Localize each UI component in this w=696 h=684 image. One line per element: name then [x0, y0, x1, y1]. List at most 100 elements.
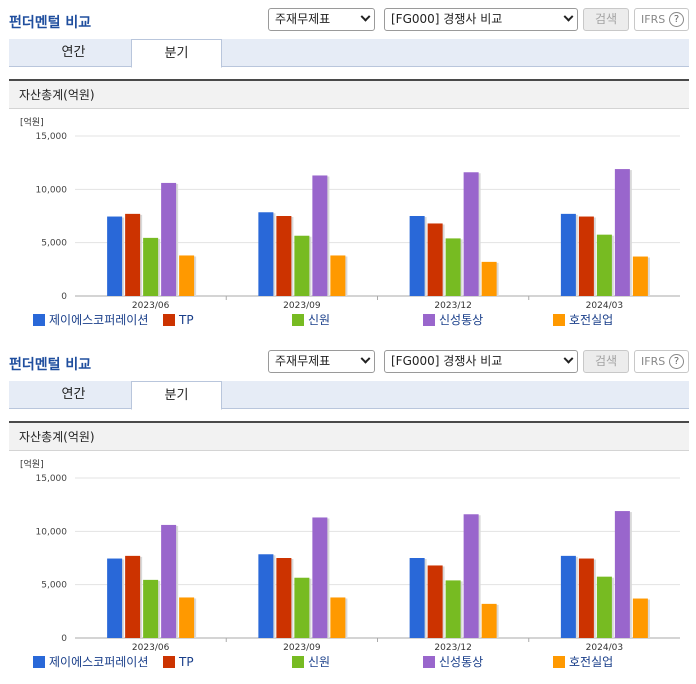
bar[interactable]	[445, 238, 461, 296]
legend-label: 신원	[308, 655, 331, 669]
chevron-down-icon	[360, 353, 371, 364]
bar[interactable]	[258, 212, 274, 296]
bar[interactable]	[596, 234, 612, 296]
bar[interactable]	[312, 175, 328, 296]
bar[interactable]	[258, 554, 274, 638]
bar[interactable]	[294, 235, 310, 296]
search-button[interactable]: 검색	[583, 8, 629, 31]
bar[interactable]	[427, 223, 443, 296]
x-tick-label: 2023/12	[434, 643, 471, 653]
group-select[interactable]: [FG000] 경쟁사 비교	[384, 350, 578, 373]
chart-svg: [억원] 0 5,000 10,000 15,000 2023/06 2023/09 2023…	[20, 458, 680, 653]
bar[interactable]	[632, 256, 648, 296]
bar[interactable]	[107, 558, 123, 638]
y-tick-label: 0	[61, 634, 67, 644]
period-tabs: 연간 분기	[9, 381, 689, 410]
y-tick-label: 15,000	[36, 132, 68, 142]
bar[interactable]	[445, 580, 461, 638]
legend-label: 제이에스코퍼레이션	[49, 655, 149, 669]
chart-legend: 제이에스코퍼레이션 TP 신원 신성통상 호전실업	[0, 312, 696, 330]
tab-quarterly[interactable]: 분기	[131, 381, 222, 410]
bar[interactable]	[143, 579, 159, 638]
bar[interactable]	[161, 182, 177, 296]
bar[interactable]	[560, 555, 576, 638]
bar[interactable]	[179, 597, 195, 638]
total-assets-chart: [억원] 0 5,000 10,000 15,000 2023/06 2023/09 2023…	[0, 454, 696, 654]
legend-swatch	[33, 656, 45, 668]
bar[interactable]	[614, 169, 630, 296]
tab-annual[interactable]: 연간	[61, 387, 86, 402]
unit-label: [억원]	[20, 458, 44, 470]
bar[interactable]	[463, 172, 479, 296]
x-tick-label: 2023/06	[132, 643, 170, 653]
tab-quarterly[interactable]: 분기	[131, 39, 222, 68]
y-tick-label: 5,000	[41, 239, 67, 249]
tab-annual[interactable]: 연간	[61, 45, 86, 60]
bar[interactable]	[276, 558, 292, 638]
ifrs-button[interactable]: IFRS ?	[634, 350, 689, 373]
bar[interactable]	[578, 558, 594, 638]
x-tick-label: 2023/09	[283, 643, 321, 653]
legend-swatch	[553, 656, 565, 668]
statement-type-select[interactable]: 주재무제표	[268, 8, 375, 31]
legend-swatch	[163, 656, 175, 668]
bar[interactable]	[427, 565, 443, 638]
bar[interactable]	[276, 216, 292, 296]
statement-type-value: 주재무제표	[275, 12, 331, 26]
y-tick-label: 15,000	[36, 474, 68, 484]
bar[interactable]	[409, 216, 425, 296]
bar[interactable]	[560, 213, 576, 296]
bar[interactable]	[481, 261, 497, 296]
bar[interactable]	[125, 213, 141, 296]
x-tick-label: 2023/09	[283, 301, 321, 311]
legend-label: TP	[179, 655, 194, 669]
x-tick-label: 2023/12	[434, 301, 471, 311]
chart-legend: 제이에스코퍼레이션 TP 신원 신성통상 호전실업	[0, 654, 696, 672]
legend-label: 신성통상	[439, 313, 484, 327]
statement-type-select[interactable]: 주재무제표	[268, 350, 375, 373]
search-button[interactable]: 검색	[583, 350, 629, 373]
bar[interactable]	[330, 255, 346, 296]
y-tick-label: 0	[61, 292, 67, 302]
bar[interactable]	[614, 511, 630, 638]
bar[interactable]	[125, 555, 141, 638]
bar[interactable]	[578, 216, 594, 296]
legend-swatch	[553, 314, 565, 326]
legend-swatch	[33, 314, 45, 326]
bar[interactable]	[632, 598, 648, 638]
total-assets-chart: [억원] 0 5,000 10,000 15,000 2023/06 2023/09 2023…	[0, 112, 696, 312]
legend-swatch	[292, 314, 304, 326]
bar[interactable]	[179, 255, 195, 296]
legend-label: 제이에스코퍼레이션	[49, 313, 149, 327]
legend-label: 신성통상	[439, 655, 484, 669]
period-tabs: 연간 분기	[9, 39, 689, 68]
ifrs-label: IFRS	[641, 355, 666, 368]
legend-label: 호전실업	[569, 655, 614, 669]
bar[interactable]	[463, 514, 479, 638]
bar[interactable]	[596, 576, 612, 638]
legend-swatch	[163, 314, 175, 326]
fundamental-comparison-panel-2: 펀더멘털 비교 주재무제표 [FG000] 경쟁사 비교 검색 IFRS ? 연…	[0, 342, 696, 684]
ifrs-button[interactable]: IFRS ?	[634, 8, 689, 31]
help-icon: ?	[669, 12, 684, 27]
x-tick-label: 2023/06	[132, 301, 170, 311]
bar[interactable]	[294, 577, 310, 638]
legend-label: 호전실업	[569, 313, 614, 327]
bar[interactable]	[312, 517, 328, 638]
bar[interactable]	[161, 524, 177, 638]
bar[interactable]	[409, 558, 425, 638]
section-header: 자산총계(억원)	[9, 79, 689, 109]
legend-swatch	[292, 656, 304, 668]
bar[interactable]	[107, 216, 123, 296]
bar[interactable]	[143, 237, 159, 296]
chevron-down-icon	[563, 11, 574, 22]
x-tick-label: 2024/03	[586, 643, 623, 653]
unit-label: [억원]	[20, 116, 44, 128]
legend-swatch	[423, 656, 435, 668]
ifrs-label: IFRS	[641, 13, 666, 26]
legend-label: 신원	[308, 313, 331, 327]
group-select[interactable]: [FG000] 경쟁사 비교	[384, 8, 578, 31]
bar[interactable]	[481, 603, 497, 638]
bar[interactable]	[330, 597, 346, 638]
y-tick-label: 5,000	[41, 581, 67, 591]
